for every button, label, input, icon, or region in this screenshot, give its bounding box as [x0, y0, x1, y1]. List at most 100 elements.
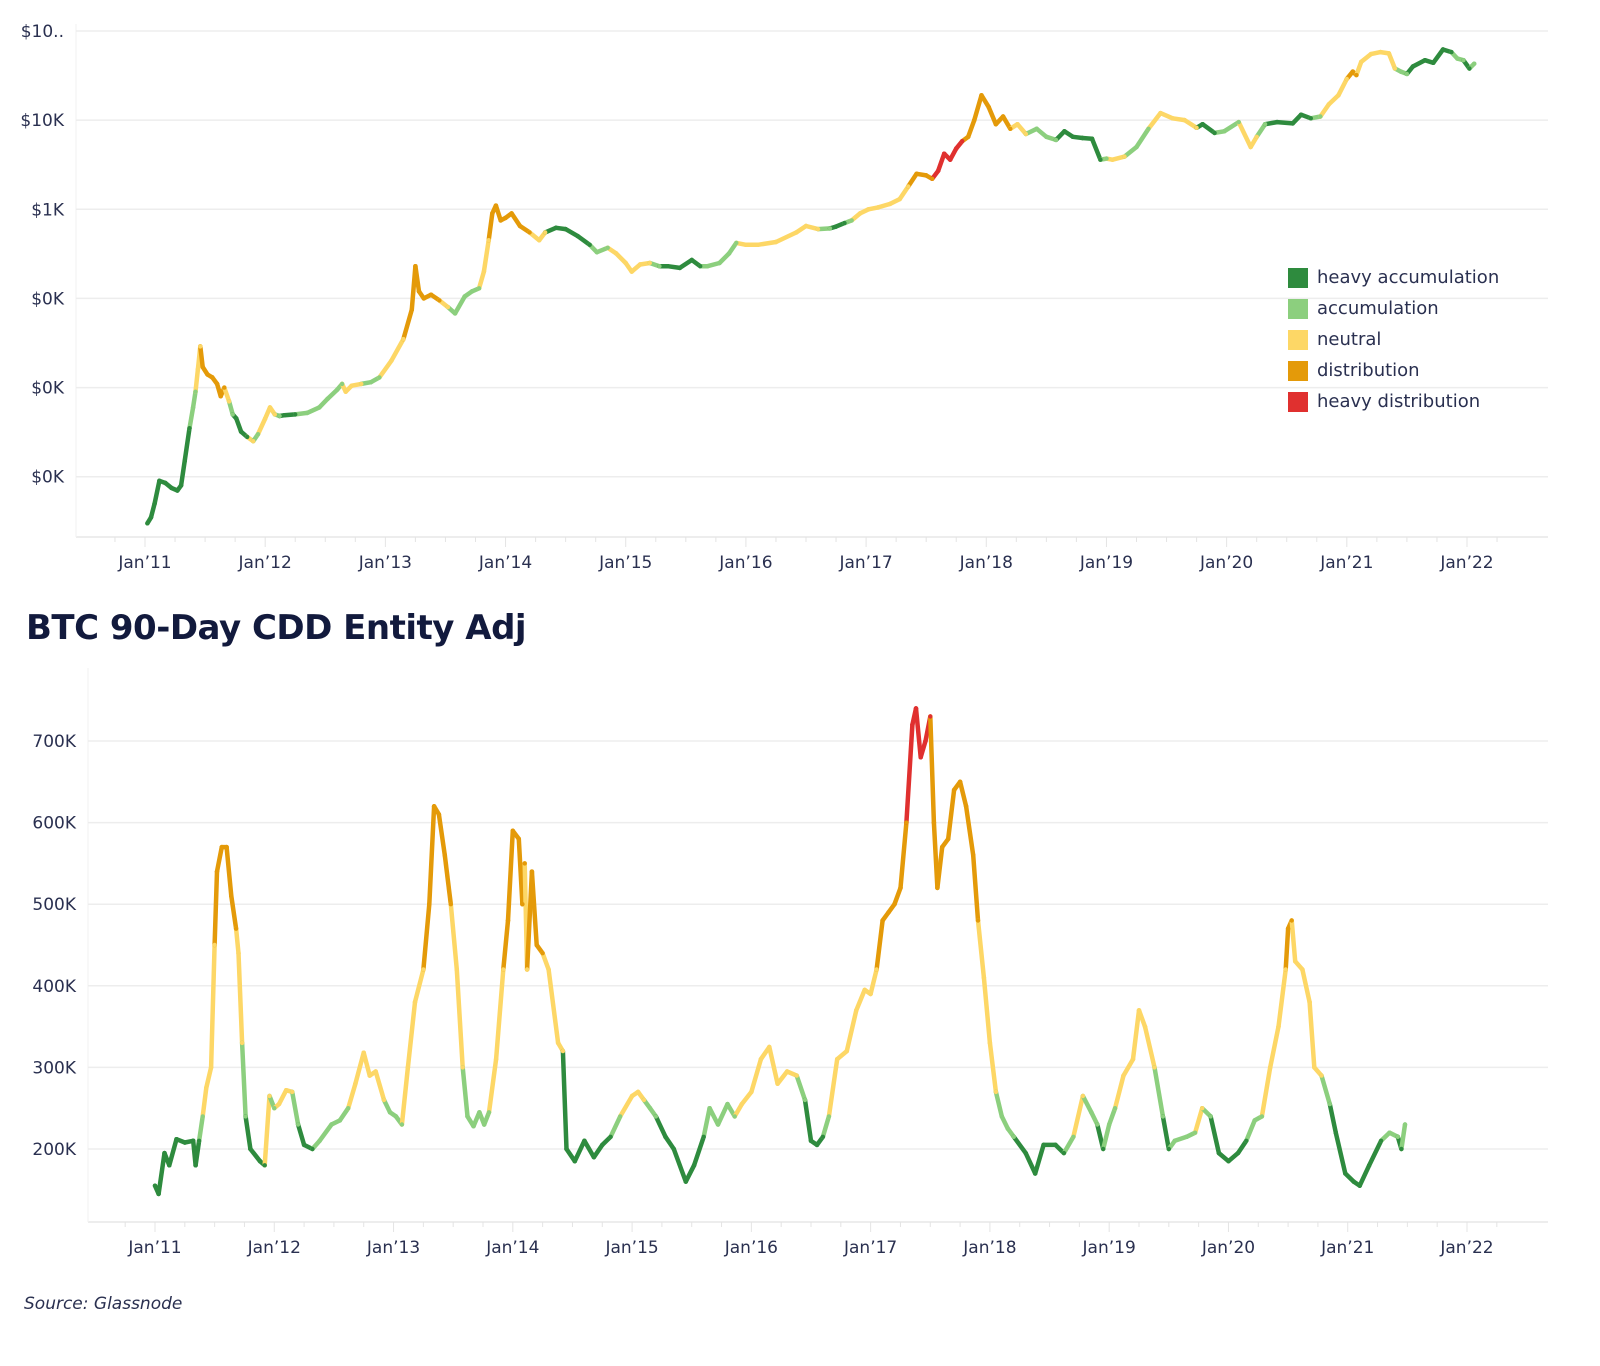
price-gridlines: [75, 24, 1548, 538]
line-segment-distribution: [892, 885, 903, 907]
x-tick-label: Jan’20: [1201, 1238, 1255, 1258]
data-point: [827, 226, 833, 231]
data-point: [448, 902, 453, 907]
data-point: [1307, 999, 1312, 1005]
data-point: [1461, 58, 1466, 63]
data-point: [219, 844, 224, 850]
data-point: [987, 1040, 993, 1046]
data-point: [1216, 1150, 1222, 1156]
line-segment-heavy-accumulation: [1431, 47, 1446, 66]
data-point: [368, 380, 374, 385]
data-point: [317, 1138, 322, 1143]
legend-item-accumulation[interactable]: accumulation: [1288, 293, 1499, 324]
data-point: [543, 230, 548, 235]
data-point: [272, 1106, 277, 1111]
data-point: [239, 1040, 245, 1046]
data-point: [1254, 134, 1259, 139]
accumulation-swatch-icon: [1288, 298, 1308, 319]
line-segment-accumulation: [190, 389, 198, 410]
line-segment-neutral: [200, 1085, 209, 1119]
legend-item-neutral[interactable]: neutral: [1288, 324, 1499, 355]
y-tick-label: $0K: [31, 379, 65, 399]
line-segment-neutral: [868, 967, 879, 997]
line-segment-distribution: [970, 852, 981, 923]
line-segment-neutral: [276, 1087, 289, 1107]
data-point: [1398, 69, 1404, 74]
data-point: [854, 1008, 859, 1013]
line-segment-neutral: [389, 336, 406, 363]
data-point: [195, 367, 201, 372]
data-point: [1098, 157, 1103, 162]
line-segment-accumulation: [187, 405, 196, 431]
legend: heavy accumulation accumulation neutral …: [1288, 262, 1499, 417]
data-point: [1319, 1073, 1324, 1078]
data-point: [1326, 102, 1332, 107]
data-point: [361, 1050, 366, 1055]
data-point: [509, 211, 514, 216]
data-point: [647, 1106, 653, 1111]
data-point: [262, 1163, 267, 1168]
data-point: [794, 1073, 799, 1078]
data-point: [1023, 131, 1029, 137]
data-point: [169, 485, 174, 491]
data-point: [413, 264, 418, 269]
data-point: [575, 233, 580, 239]
data-point: [230, 412, 235, 417]
line-segment-neutral: [233, 926, 241, 956]
y-tick-label: $0K: [31, 289, 65, 309]
line-segment-neutral: [1300, 967, 1312, 1005]
data-point: [460, 1065, 465, 1070]
data-point: [1152, 1065, 1157, 1070]
data-point: [471, 1124, 476, 1129]
data-point: [1033, 1171, 1038, 1176]
data-point: [234, 416, 239, 421]
data-point: [349, 383, 354, 388]
data-point: [698, 264, 703, 269]
line-segment-neutral: [981, 975, 993, 1046]
line-segment-distribution: [1000, 114, 1013, 132]
data-point: [689, 257, 694, 263]
data-point: [1134, 144, 1139, 150]
data-point: [437, 298, 442, 303]
line-segment-neutral: [1318, 102, 1332, 119]
line-segment-accumulation: [1106, 1105, 1118, 1127]
x-tick-label: Jan’12: [247, 1238, 301, 1258]
data-point: [329, 1122, 334, 1127]
legend-item-distribution[interactable]: distribution: [1288, 355, 1499, 386]
data-point: [1235, 1150, 1241, 1156]
data-point: [1023, 1150, 1028, 1156]
line-segment-accumulation: [1080, 1093, 1094, 1115]
line-segment-distribution: [928, 714, 937, 825]
data-point: [1236, 119, 1241, 125]
data-point: [516, 836, 521, 842]
line-segment-distribution: [965, 117, 977, 140]
line-segment-accumulation: [1152, 1065, 1166, 1119]
source-note: Source: Glassnode: [24, 1294, 183, 1314]
line-segment-neutral: [405, 999, 418, 1070]
data-point: [1041, 1142, 1046, 1148]
data-point: [887, 201, 893, 207]
data-point: [346, 1106, 351, 1111]
line-segment-neutral: [412, 967, 426, 1005]
line-segment-accumulation: [1061, 1134, 1076, 1156]
data-point: [359, 381, 364, 387]
data-point: [657, 264, 662, 269]
data-point: [1440, 47, 1446, 52]
data-point: [608, 1134, 613, 1139]
data-point: [1192, 1130, 1198, 1135]
line-segment-neutral: [844, 1008, 859, 1054]
data-point: [600, 1142, 605, 1148]
line-segment-accumulation: [701, 1105, 712, 1140]
data-point: [293, 412, 298, 417]
data-point: [238, 429, 244, 434]
data-point: [960, 139, 965, 144]
x-tick-label: Jan’19: [1079, 553, 1133, 573]
data-point: [951, 787, 957, 793]
data-point: [892, 902, 897, 907]
legend-item-heavy-accumulation[interactable]: heavy accumulation: [1288, 262, 1499, 293]
cdd-series-line: [152, 706, 1408, 1197]
line-segment-distribution: [401, 307, 415, 342]
data-point: [317, 405, 322, 410]
data-point: [923, 738, 928, 744]
legend-item-heavy-distribution[interactable]: heavy distribution: [1288, 386, 1499, 417]
